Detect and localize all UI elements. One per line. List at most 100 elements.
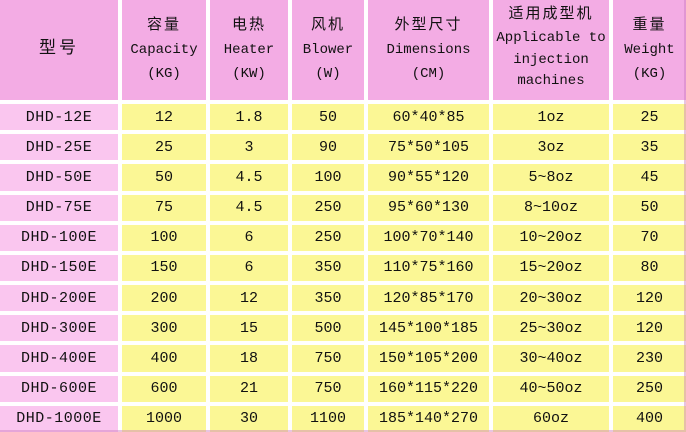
header-cell-dimensions: 外型尺寸 Dimensions (CM) [368,0,489,100]
value-cell-applicable-machines: 20~30oz [493,285,609,312]
model-cell: DHD-12E [0,104,118,131]
value-cell-applicable-machines: 5~8oz [493,164,609,191]
value-cell-applicable-machines: 40~50oz [493,375,609,402]
value-cell-heater: 3 [210,134,288,161]
header-label-capacity-unit: (KG) [147,65,181,82]
value-cell-dimensions: 150*105*200 [368,345,489,372]
value-cell-weight: 25 [613,104,686,131]
value-cell-dimensions: 110*75*160 [368,254,489,282]
value-cell-capacity: 200 [122,285,206,312]
value-cell-heater: 30 [210,405,288,432]
value-cell-applicable-machines: 15~20oz [493,254,609,282]
value-cell-dimensions: 75*50*105 [368,134,489,161]
value-cell-heater: 21 [210,375,288,402]
model-cell: DHD-400E [0,345,118,372]
header-label-applicable-zh: 适用成型机 [508,6,594,24]
value-cell-dimensions: 160*115*220 [368,375,489,402]
value-cell-dimensions: 100*70*140 [368,224,489,251]
value-cell-blower: 50 [292,104,364,131]
value-cell-weight: 45 [613,164,686,191]
value-cell-heater: 18 [210,345,288,372]
value-cell-blower: 750 [292,345,364,372]
value-cell-blower: 1100 [292,405,364,432]
value-cell-weight: 120 [613,285,686,312]
value-cell-blower: 500 [292,315,364,342]
model-cell: DHD-1000E [0,405,118,432]
model-cell: DHD-200E [0,285,118,312]
value-cell-capacity: 150 [122,254,206,282]
value-cell-capacity: 25 [122,134,206,161]
value-cell-applicable-machines: 1oz [493,104,609,131]
value-cell-weight: 120 [613,315,686,342]
value-cell-dimensions: 60*40*85 [368,104,489,131]
value-cell-capacity: 600 [122,375,206,402]
header-label-weight-unit: (KG) [632,65,667,82]
value-cell-blower: 90 [292,134,364,161]
value-cell-heater: 15 [210,315,288,342]
value-cell-heater: 1.8 [210,104,288,131]
header-label-blower-zh: 风机 [310,17,345,35]
model-cell: DHD-600E [0,375,118,402]
value-cell-dimensions: 185*140*270 [368,405,489,432]
header-label-heater-zh: 电热 [231,17,266,35]
value-cell-capacity: 300 [122,315,206,342]
value-cell-blower: 100 [292,164,364,191]
value-cell-applicable-machines: 3oz [493,134,609,161]
value-cell-heater: 4.5 [210,194,288,221]
header-label-blower-unit: (W) [315,65,341,82]
header-label-dimensions-zh: 外型尺寸 [394,17,463,35]
value-cell-capacity: 1000 [122,405,206,432]
value-cell-applicable-machines: 25~30oz [493,315,609,342]
header-label-dimensions-en: Dimensions [386,42,471,59]
value-cell-weight: 250 [613,375,686,402]
header-label-weight-en: Weight [624,42,675,59]
value-cell-weight: 400 [613,405,686,432]
header-label-heater-en: Heater [223,42,275,59]
header-cell-applicable-machines: 适用成型机 Applicable to injection machines [493,0,609,100]
value-cell-capacity: 100 [122,224,206,251]
header-cell-heater: 电热 Heater (KW) [210,0,288,100]
value-cell-blower: 350 [292,285,364,312]
header-label-capacity-zh: 容量 [146,17,181,35]
value-cell-dimensions: 90*55*120 [368,164,489,191]
value-cell-applicable-machines: 30~40oz [493,345,609,372]
value-cell-capacity: 75 [122,194,206,221]
value-cell-weight: 230 [613,345,686,372]
model-cell: DHD-300E [0,315,118,342]
header-label-dimensions-unit: (CM) [411,65,446,82]
value-cell-dimensions: 95*60*130 [368,194,489,221]
header-label-heater-unit: (KW) [232,65,266,82]
value-cell-blower: 350 [292,254,364,282]
model-cell: DHD-50E [0,164,118,191]
header-label-blower-en: Blower [302,42,354,59]
header-label-weight-zh: 重量 [632,17,667,35]
value-cell-heater: 12 [210,285,288,312]
model-cell: DHD-75E [0,194,118,221]
value-cell-capacity: 400 [122,345,206,372]
value-cell-heater: 4.5 [210,164,288,191]
value-cell-capacity: 12 [122,104,206,131]
value-cell-capacity: 50 [122,164,206,191]
value-cell-applicable-machines: 8~10oz [493,194,609,221]
value-cell-blower: 750 [292,375,364,402]
value-cell-applicable-machines: 60oz [493,405,609,432]
model-cell: DHD-25E [0,134,118,161]
value-cell-dimensions: 120*85*170 [368,285,489,312]
value-cell-weight: 80 [613,254,686,282]
header-cell-capacity: 容量 Capacity (KG) [122,0,206,100]
value-cell-dimensions: 145*100*185 [368,315,489,342]
model-cell: DHD-150E [0,254,118,282]
value-cell-applicable-machines: 10~20oz [493,224,609,251]
header-cell-model: 型号 [0,0,118,100]
value-cell-heater: 6 [210,224,288,251]
value-cell-weight: 50 [613,194,686,221]
value-cell-blower: 250 [292,224,364,251]
value-cell-weight: 35 [613,134,686,161]
header-label-model-zh: 型号 [39,40,79,60]
header-cell-blower: 风机 Blower (W) [292,0,364,100]
header-cell-weight: 重量 Weight (KG) [613,0,686,100]
header-label-applicable-en: Applicable to injection machines [496,29,606,90]
model-cell: DHD-100E [0,224,118,251]
header-label-capacity-en: Capacity [130,42,198,59]
